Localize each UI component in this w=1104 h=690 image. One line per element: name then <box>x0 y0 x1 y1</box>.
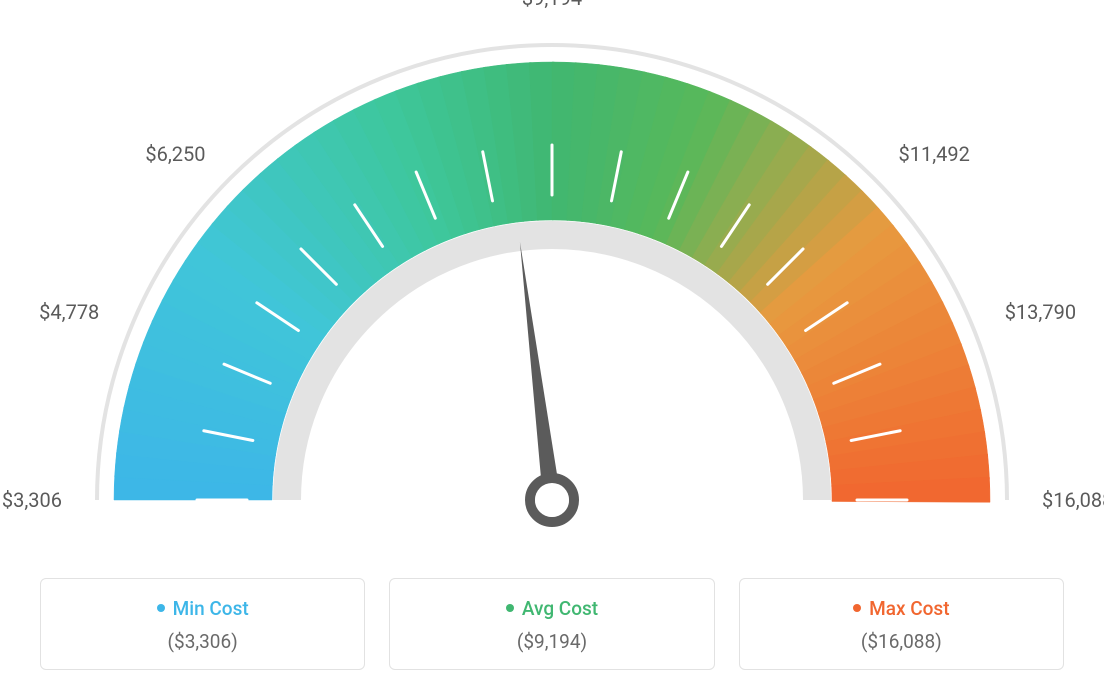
gauge-scale-label: $9,194 <box>522 0 582 10</box>
legend-min-card: Min Cost ($3,306) <box>40 578 365 670</box>
gauge-arc <box>114 62 990 502</box>
legend-max-label: Max Cost <box>752 597 1051 620</box>
gauge-needle-hub-inner <box>535 483 569 517</box>
gauge-scale-label: $13,790 <box>1005 300 1076 324</box>
gauge-scale-label: $6,250 <box>145 142 205 166</box>
legend-min-label: Min Cost <box>53 597 352 620</box>
legend-avg-label: Avg Cost <box>402 597 701 620</box>
gauge-scale-label: $16,088 <box>1042 488 1104 512</box>
legend-max-card: Max Cost ($16,088) <box>739 578 1064 670</box>
legend-max-value: ($16,088) <box>752 630 1051 653</box>
legend-avg-value: ($9,194) <box>402 630 701 653</box>
gauge-needle <box>520 242 561 501</box>
legend-avg-card: Avg Cost ($9,194) <box>389 578 714 670</box>
legend-min-value: ($3,306) <box>53 630 352 653</box>
gauge-chart: $3,306 $4,778 $6,250 $9,194 $11,492 $13,790 $1… <box>0 0 1104 560</box>
legend-row: Min Cost ($3,306) Avg Cost ($9,194) Max … <box>0 578 1104 670</box>
gauge-scale-label: $3,306 <box>2 488 62 512</box>
gauge-scale-label: $11,492 <box>898 142 969 166</box>
gauge-svg <box>0 0 1104 560</box>
gauge-scale-label: $4,778 <box>39 300 99 324</box>
